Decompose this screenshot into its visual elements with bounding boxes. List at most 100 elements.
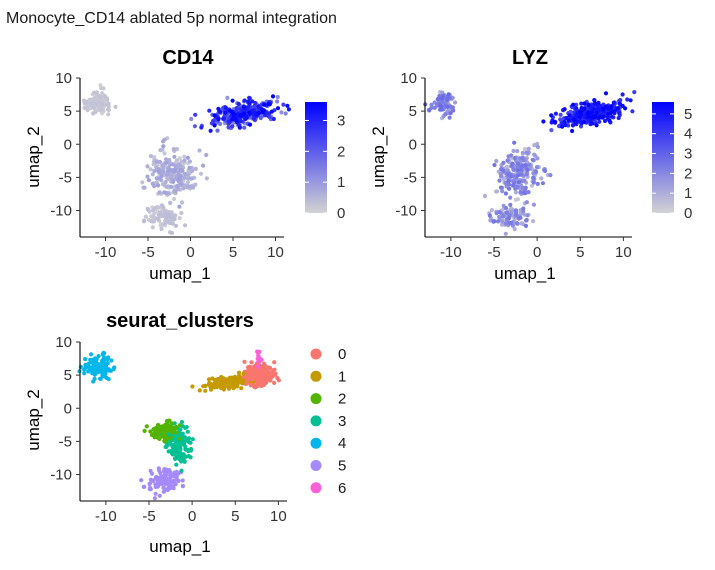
data-point: [249, 360, 254, 365]
data-point: [180, 484, 185, 489]
y-tick-label: 10: [400, 70, 417, 87]
data-point: [97, 100, 102, 105]
data-point: [592, 98, 597, 103]
data-point: [163, 424, 168, 429]
data-point: [185, 185, 190, 190]
data-point: [223, 105, 228, 110]
data-point: [100, 91, 105, 96]
x-tick-label: -10: [95, 508, 117, 525]
data-point: [597, 119, 602, 124]
data-point: [445, 104, 450, 109]
data-point: [518, 190, 523, 195]
data-point: [511, 183, 516, 188]
data-point: [242, 98, 247, 103]
axis-ticks: -10 -5 0 5 10 -10 -5 0 5 10: [50, 334, 286, 525]
data-point: [595, 107, 600, 112]
data-point: [174, 456, 179, 461]
data-point: [253, 385, 258, 390]
colorbar-tick-label: 0: [337, 205, 345, 222]
colorbar: [652, 102, 674, 213]
data-point: [233, 378, 238, 383]
data-point: [570, 128, 575, 134]
data-point: [78, 364, 83, 369]
data-point: [503, 221, 508, 226]
data-point: [169, 184, 174, 189]
data-point: [182, 158, 187, 163]
data-point: [171, 179, 176, 184]
data-point: [219, 377, 224, 382]
data-point: [180, 452, 185, 457]
data-point: [192, 124, 197, 129]
data-point: [548, 173, 553, 178]
data-point: [148, 429, 153, 434]
data-point: [571, 117, 576, 122]
data-point: [185, 155, 190, 160]
y-tick-label: -10: [50, 467, 72, 484]
y-tick-label: 5: [64, 367, 72, 384]
data-point: [157, 493, 162, 498]
data-point: [216, 117, 221, 122]
data-point: [519, 167, 524, 172]
data-point: [516, 180, 522, 185]
data-point: [89, 101, 94, 106]
data-point: [251, 370, 256, 375]
data-point: [620, 92, 625, 97]
data-point: [166, 449, 171, 454]
data-point: [175, 183, 180, 188]
data-point: [113, 104, 118, 109]
data-point: [160, 163, 166, 168]
data-point: [489, 208, 494, 213]
legend-key: [310, 415, 322, 427]
data-point: [491, 219, 496, 224]
y-axis-label: umap_2: [369, 126, 388, 187]
data-point: [159, 477, 165, 482]
data-point: [223, 110, 228, 115]
data-point: [221, 116, 226, 121]
data-point: [281, 102, 286, 107]
data-point: [170, 221, 175, 226]
data-point: [523, 223, 529, 228]
data-point: [169, 474, 174, 479]
y-tick-label: -5: [404, 169, 417, 186]
figure-title: Monocyte_CD14 ablated 5p normal integrat…: [6, 10, 337, 27]
data-point: [632, 90, 637, 95]
colorbar-tick-label: 3: [337, 113, 345, 130]
data-point: [250, 376, 255, 381]
data-point: [185, 429, 190, 434]
data-point: [173, 188, 178, 194]
data-point: [101, 351, 106, 356]
data-point: [193, 112, 198, 117]
data-point: [193, 182, 198, 187]
data-point: [172, 478, 177, 484]
data-point: [609, 104, 614, 109]
data-point: [432, 105, 437, 110]
data-point: [494, 189, 499, 194]
data-point: [603, 91, 609, 96]
data-point: [482, 193, 488, 199]
y-tick-label: -5: [59, 433, 72, 450]
data-point: [199, 125, 204, 130]
data-point: [165, 172, 170, 177]
data-point: [427, 108, 432, 113]
data-point: [150, 172, 155, 177]
data-point: [601, 106, 606, 111]
data-point: [533, 169, 539, 174]
data-point: [167, 214, 172, 219]
data-point: [226, 125, 231, 130]
data-point: [520, 185, 525, 191]
data-point: [529, 183, 535, 188]
data-point: [497, 178, 502, 183]
data-point: [177, 177, 182, 182]
data-point: [275, 99, 280, 104]
data-point: [492, 162, 497, 168]
data-point: [605, 112, 611, 117]
data-point: [574, 114, 579, 119]
y-tick-label: 0: [409, 136, 417, 153]
data-point: [524, 150, 529, 155]
panel-title: CD14: [162, 47, 214, 69]
data-point: [155, 479, 160, 484]
data-point: [542, 168, 548, 173]
data-point: [153, 430, 158, 435]
data-point: [82, 371, 87, 376]
legend-key: [310, 370, 322, 382]
